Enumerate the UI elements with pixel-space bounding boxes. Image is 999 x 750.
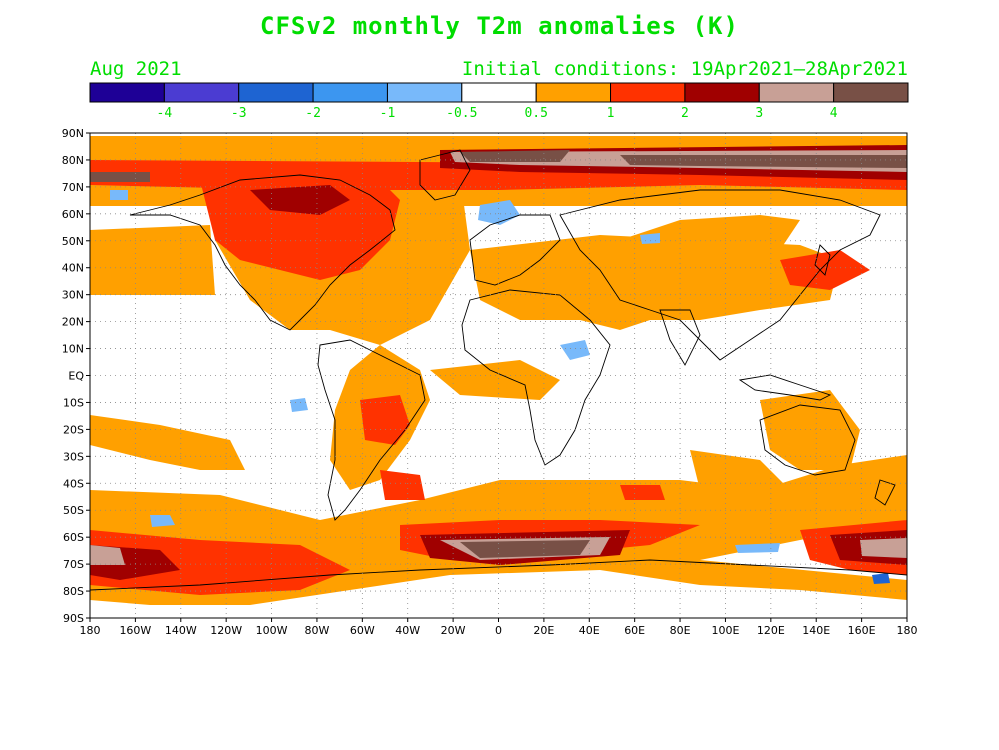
latitude-label: 10N [62,343,84,356]
latitude-label: 50N [62,235,84,248]
latitude-label: 20S [63,423,84,436]
colorbar-swatch [461,82,537,103]
longitude-label: 20E [533,624,554,637]
colorbar-swatch [684,82,760,103]
longitude-label: 120E [757,624,785,637]
colorbar-swatch [89,82,165,103]
colorbar-label: -3 [231,106,247,121]
longitude-labels: 180 160W 140W 120W 100W 80W 60W 40W 20W 0 20E 40E 60… [80,618,918,637]
latitude-label: EQ [68,370,84,383]
initial-conditions-label: Initial conditions: 19Apr2021—28Apr2021 [461,58,908,80]
longitude-label: 100E [711,624,739,637]
latitude-label: 40S [63,477,84,490]
longitude-label: 60E [624,624,645,637]
latitude-label: 30N [62,289,84,302]
latitude-label: 40N [62,262,84,275]
latitude-label: 70S [63,558,84,571]
colorbar-swatch [833,82,909,103]
valid-month-label: Aug 2021 [90,58,182,80]
latitude-label: 30S [63,450,84,463]
longitude-label: 180 [897,624,918,637]
colorbar-label: -4 [157,106,173,121]
anomaly-band-blue [872,573,890,584]
colorbar-swatch [312,82,388,103]
map-area [90,133,907,618]
coastlines [90,149,907,591]
longitude-label: 40W [395,624,420,637]
latitude-label: 80S [63,585,84,598]
longitude-label: 160W [119,624,151,637]
latitude-label: 70N [62,181,84,194]
longitude-label: 140W [165,624,197,637]
longitude-label: 60W [350,624,375,637]
colorbar-label: 1 [607,106,615,121]
anomaly-band-brown [90,150,907,558]
colorbar-label: -0.5 [446,106,477,121]
colorbar-label: -1 [380,106,396,121]
latitude-label: 50S [63,504,84,517]
colorbar-swatch [610,82,686,103]
longitude-label: 0 [495,624,502,637]
latitude-label: 60S [63,531,84,544]
colorbar-label: -2 [305,106,321,121]
colorbar-label: 3 [755,106,763,121]
longitude-label: 80W [305,624,330,637]
longitude-label: 20W [441,624,466,637]
longitude-label: 160E [848,624,876,637]
longitude-label: 40E [579,624,600,637]
latitude-label: 90N [62,127,84,140]
colorbar-label: 0.5 [524,106,547,121]
longitude-label: 80E [670,624,691,637]
map-title: CFSv2 monthly T2m anomalies (K) [260,12,739,40]
latitude-labels: 90N 80N 70N 60N 50N 40N 30N 20N 10N EQ 10S 20S 30S 40… [62,127,90,625]
colorbar-label: 2 [681,106,689,121]
colorbar-swatch [535,82,612,103]
colorbar-swatch [238,82,314,103]
colorbar-swatch [386,82,463,103]
latitude-label: 90S [63,612,84,625]
longitude-label: 140E [802,624,830,637]
longitude-label: 120W [210,624,242,637]
latitude-label: 60N [62,208,84,221]
longitude-label: 180 [80,624,101,637]
colorbar: -4 -3 -2 -1 -0.5 0.5 1 2 3 4 [89,82,909,121]
colorbar-swatch [758,82,835,103]
latitude-label: 10S [63,396,84,409]
grid-lines [90,133,907,618]
latitude-label: 20N [62,316,84,329]
colorbar-label: 4 [830,106,838,121]
latitude-label: 80N [62,154,84,167]
colorbar-swatch [163,82,240,103]
longitude-label: 100W [256,624,288,637]
